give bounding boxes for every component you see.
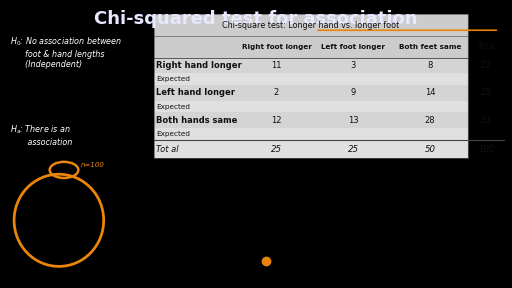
- Text: 25: 25: [348, 145, 359, 154]
- FancyBboxPatch shape: [154, 101, 468, 112]
- Text: Expected: Expected: [156, 104, 190, 109]
- Text: 100: 100: [478, 145, 495, 154]
- FancyBboxPatch shape: [154, 36, 468, 58]
- FancyBboxPatch shape: [154, 14, 468, 36]
- FancyBboxPatch shape: [154, 58, 468, 73]
- Text: 25: 25: [481, 88, 492, 97]
- Text: 13: 13: [348, 116, 358, 125]
- Text: Left foot longer: Left foot longer: [322, 44, 385, 50]
- Text: 53: 53: [481, 116, 492, 125]
- Text: Both hands same: Both hands same: [156, 116, 238, 125]
- Text: $H_0$: No association between
      foot & hand lengths
      (Independent): $H_0$: No association between foot & han…: [10, 36, 122, 69]
- Text: Left hand longer: Left hand longer: [156, 88, 235, 97]
- Text: Right hand longer: Right hand longer: [156, 61, 242, 70]
- Text: 9: 9: [351, 88, 356, 97]
- FancyBboxPatch shape: [154, 85, 468, 101]
- Text: Tot al: Tot al: [156, 145, 179, 154]
- Text: 28: 28: [425, 116, 435, 125]
- Text: n=100: n=100: [81, 162, 105, 168]
- Text: 50: 50: [424, 145, 436, 154]
- Text: Chi-square test: Longer hand vs. longer foot: Chi-square test: Longer hand vs. longer …: [222, 21, 400, 30]
- Text: 22: 22: [481, 61, 492, 70]
- Text: Both feet same: Both feet same: [399, 44, 461, 50]
- Text: Chi-squared test for association: Chi-squared test for association: [94, 10, 418, 28]
- Text: Total: Total: [477, 42, 496, 51]
- Text: $H_a$: There is an
       association: $H_a$: There is an association: [10, 124, 73, 147]
- Text: 14: 14: [425, 88, 435, 97]
- Text: 11: 11: [271, 61, 282, 70]
- FancyBboxPatch shape: [154, 73, 468, 85]
- FancyBboxPatch shape: [154, 112, 468, 128]
- Text: 8: 8: [428, 61, 433, 70]
- Text: 25: 25: [271, 145, 282, 154]
- Text: 12: 12: [271, 116, 282, 125]
- FancyBboxPatch shape: [154, 128, 468, 140]
- FancyBboxPatch shape: [154, 140, 468, 158]
- Text: Expected: Expected: [156, 131, 190, 137]
- Text: Right foot longer: Right foot longer: [242, 44, 311, 50]
- Text: 3: 3: [351, 61, 356, 70]
- Text: Expected: Expected: [156, 76, 190, 82]
- Text: 2: 2: [274, 88, 279, 97]
